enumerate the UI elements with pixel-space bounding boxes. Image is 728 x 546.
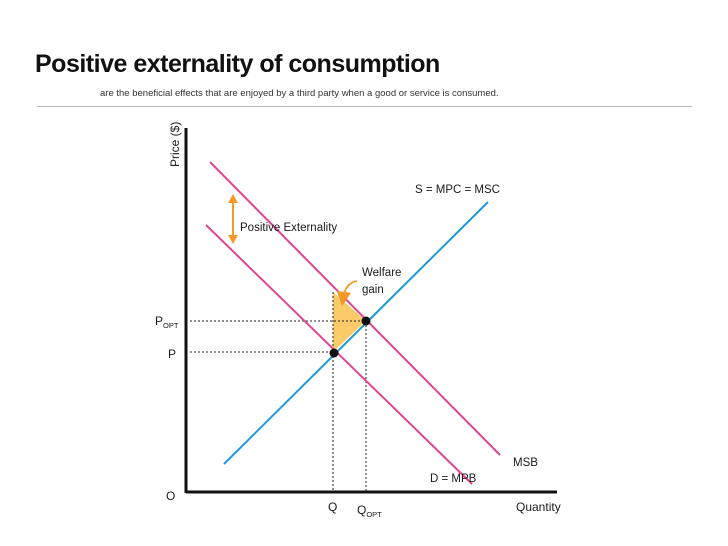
q-opt-label-sub: OPT bbox=[366, 510, 382, 519]
demand-curve bbox=[205, 224, 473, 485]
externality-arrow-up-head bbox=[228, 194, 238, 203]
q-opt-label-main: Q bbox=[357, 503, 366, 517]
positive-externality-label: Positive Externality bbox=[240, 222, 337, 234]
equilibrium-point-optimal bbox=[361, 316, 371, 326]
msb-curve-label: MSB bbox=[513, 457, 538, 469]
x-axis-label: Quantity bbox=[516, 500, 561, 514]
demand-curve-label: D = MPB bbox=[430, 473, 477, 485]
origin-label: O bbox=[166, 489, 175, 503]
page-title: Positive externality of consumption bbox=[35, 50, 440, 78]
supply-curve-label: S = MPC = MSC bbox=[415, 184, 500, 196]
title-divider bbox=[37, 106, 692, 107]
welfare-gain-label-line1: Welfare bbox=[362, 267, 401, 279]
welfare-gain-arrow bbox=[336, 280, 358, 307]
page-subtitle: are the beneficial effects that are enjo… bbox=[100, 88, 499, 99]
msb-curve bbox=[209, 161, 501, 456]
p-opt-label-sub: OPT bbox=[163, 321, 179, 330]
p-opt-label: POPT bbox=[155, 314, 179, 330]
q-opt-label: QOPT bbox=[357, 503, 382, 519]
q-label: Q bbox=[328, 500, 337, 514]
externality-arrow-down-head bbox=[228, 235, 238, 244]
welfare-gain-label-line2: gain bbox=[362, 284, 384, 296]
y-axis-label: Price ($) bbox=[168, 122, 182, 167]
welfare-gain-area bbox=[333, 292, 366, 352]
supply-curve bbox=[223, 201, 489, 465]
equilibrium-point-market bbox=[329, 348, 339, 358]
p-label: P bbox=[168, 347, 176, 361]
p-opt-label-main: P bbox=[155, 314, 163, 328]
